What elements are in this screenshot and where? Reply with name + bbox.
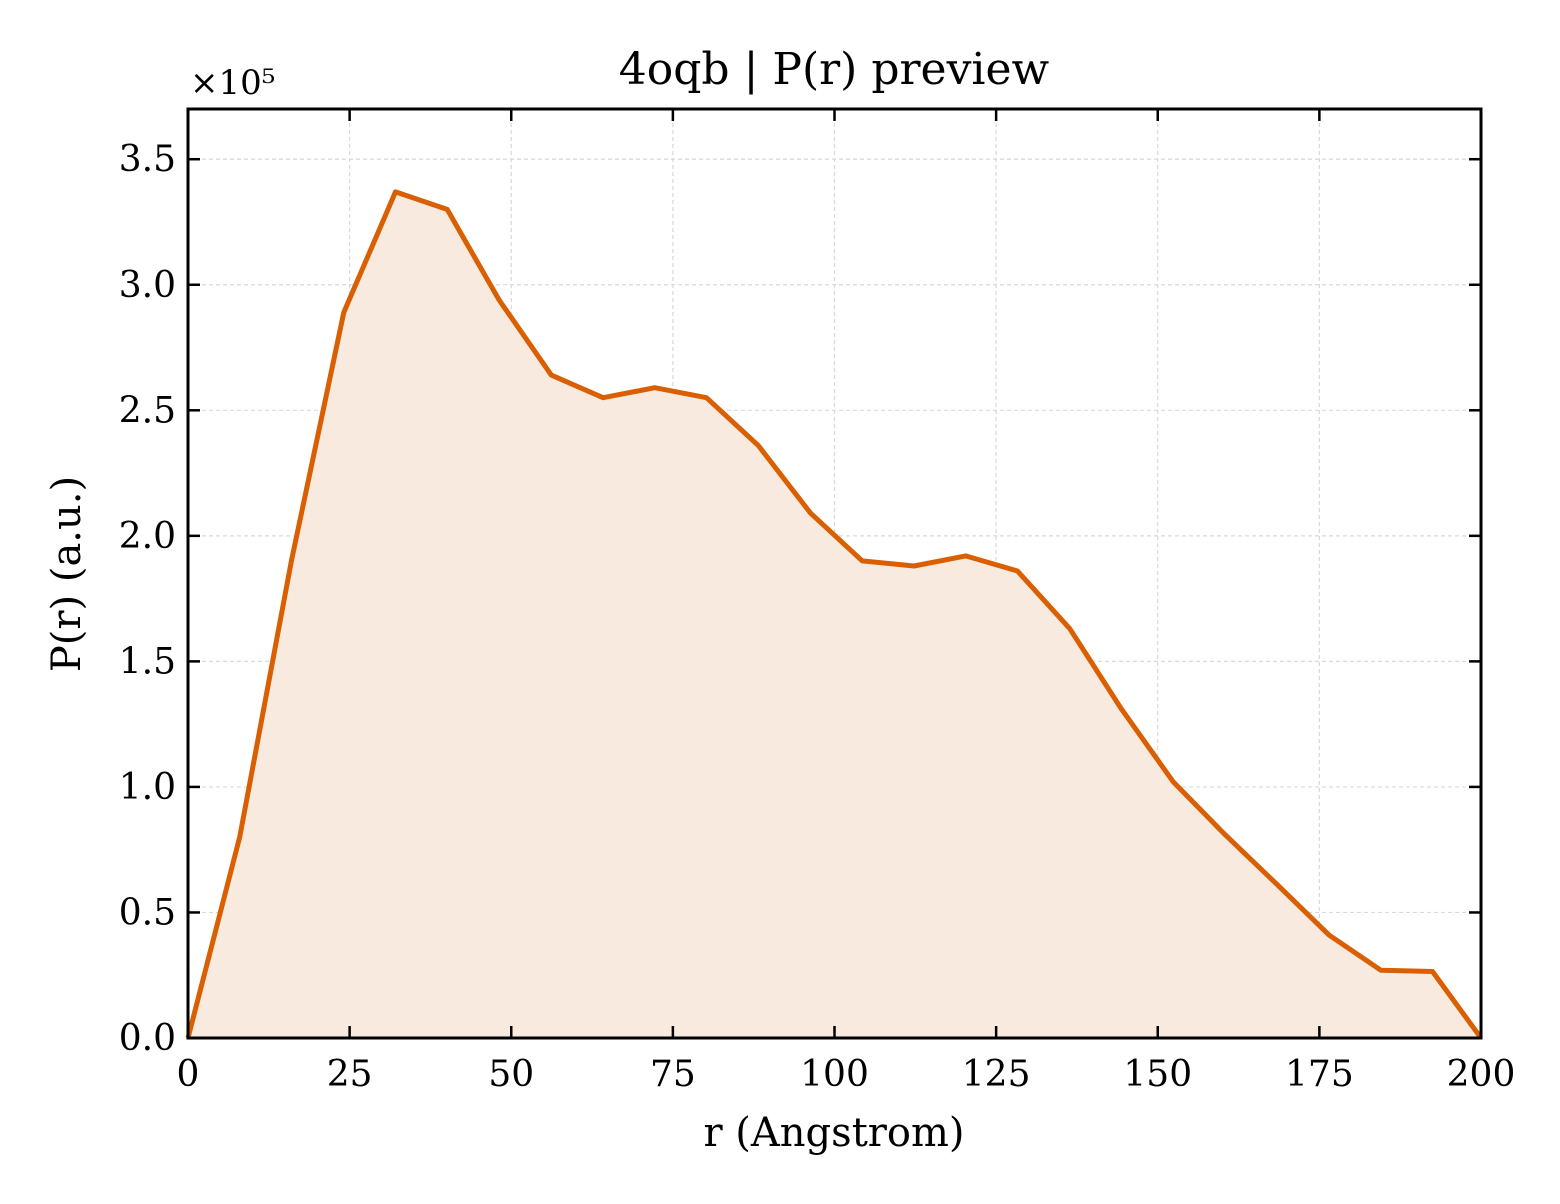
x-tick-label: 75 — [650, 1054, 696, 1095]
y-tick-label: 3.0 — [119, 265, 176, 306]
axis-ticks — [186, 109, 1483, 1040]
x-tick-label: 0 — [177, 1054, 200, 1095]
x-tick-label: 25 — [327, 1054, 373, 1095]
y-tick-label: 1.0 — [119, 767, 176, 808]
y-tick-label: 2.0 — [119, 516, 176, 557]
series-area-fill — [188, 191, 1481, 1038]
x-tick-label: 175 — [1285, 1054, 1354, 1095]
x-tick-label: 100 — [800, 1054, 869, 1095]
x-axis-label: r (Angstrom) — [703, 1110, 964, 1156]
x-tick-label: 125 — [962, 1054, 1031, 1095]
y-tick-label: 2.5 — [119, 390, 176, 431]
y-offset-label: ×10⁵ — [190, 63, 275, 103]
x-tick-label: 200 — [1447, 1054, 1516, 1095]
data-layer — [185, 189, 1484, 1040]
tick-labels: 0 25 50 75 100 125 150 175 200 0.0 0.5 1.0 1.5 2.0 2.5… — [119, 139, 1516, 1095]
series-line — [185, 189, 1484, 1040]
y-tick-label: 3.5 — [119, 139, 176, 180]
y-tick-label: 0.0 — [119, 1018, 176, 1059]
y-axis-label: P(r) (a.u.) — [44, 476, 90, 672]
chart-title: 4oqb | P(r) preview — [619, 44, 1050, 95]
y-tick-label: 1.5 — [119, 641, 176, 682]
x-tick-label: 50 — [488, 1054, 534, 1095]
x-tick-label: 150 — [1123, 1054, 1192, 1095]
y-tick-label: 0.5 — [119, 892, 176, 933]
